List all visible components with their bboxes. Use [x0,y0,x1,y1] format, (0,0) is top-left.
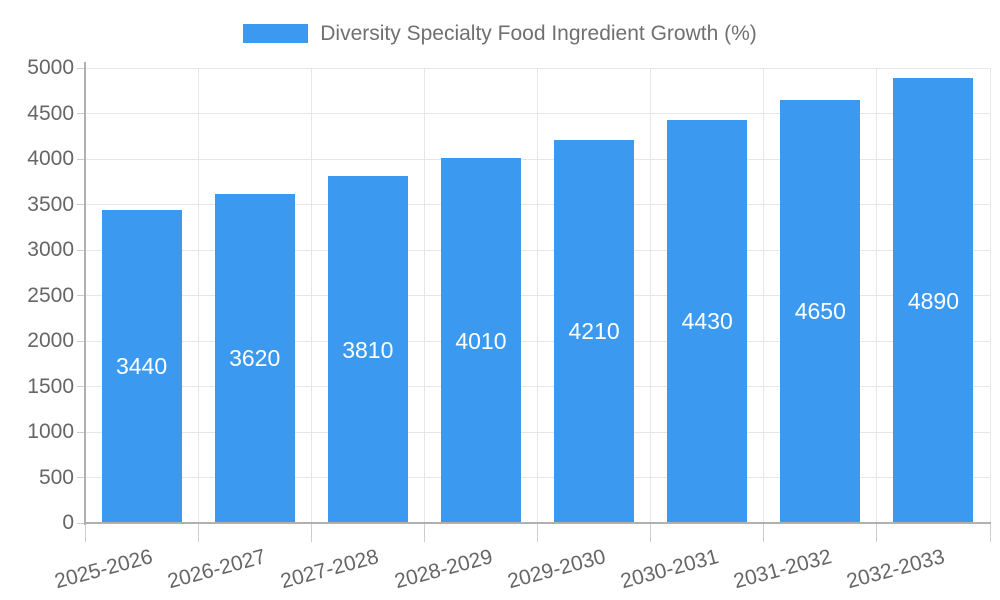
y-axis-tick [77,295,85,296]
gridline-vertical [763,68,765,523]
gridline-vertical [989,68,991,523]
bar [440,158,521,523]
y-axis-tick-label: 3500 [27,192,74,216]
y-axis-tick-label: 1000 [27,420,74,443]
y-axis-tick [77,113,85,114]
y-axis-tick [77,67,85,69]
legend-label: Diversity Specialty Food Ingredient Grow… [320,22,757,45]
y-axis-tick [77,477,85,478]
x-axis-tick [197,523,199,542]
y-axis-tick [77,249,85,251]
gridline-vertical [423,68,425,523]
x-axis-tick [650,523,652,542]
bar-value-label: 4010 [455,327,507,354]
y-axis-tick-label: 4500 [27,101,74,125]
y-axis-tick [77,431,85,433]
x-axis-tick [989,523,991,542]
bar-value-label: 3620 [229,345,281,372]
y-axis-tick [77,386,85,387]
y-axis-tick-label: 500 [38,465,74,489]
y-axis-tick [77,340,85,342]
y-axis-tick-label: 2500 [27,283,74,307]
bar [667,119,748,523]
y-axis-tick [77,522,85,524]
bar [327,176,408,523]
x-axis-tick-label: 2026-2027 [165,545,269,594]
gridline-vertical [537,68,538,523]
y-axis-line [84,62,86,525]
bar [780,99,861,523]
x-axis-tick [763,523,765,542]
x-axis-tick-label: 2027-2028 [278,545,382,594]
x-axis-tick-label: 2030-2031 [617,545,721,594]
gridline-vertical [310,68,312,523]
y-axis-tick-label: 4000 [27,147,74,170]
bar-value-label: 4430 [681,308,733,335]
chart-legend: Diversity Specialty Food Ingredient Grow… [0,22,1000,45]
x-axis-tick [876,523,878,542]
bar-value-label: 3440 [115,353,168,380]
y-axis-tick [77,204,85,205]
x-axis-tick-label: 2028-2029 [391,545,495,594]
bar [101,209,182,523]
x-axis-tick [537,523,538,542]
x-axis-tick [84,523,86,542]
x-axis-tick-label: 2029-2030 [504,545,608,594]
bar [893,78,974,523]
y-axis-tick-label: 1500 [27,374,74,398]
legend-swatch-icon [243,24,309,43]
x-axis-tick [310,523,312,542]
bar [214,193,295,523]
x-axis-tick [423,523,425,542]
y-axis-tick-label: 2000 [27,329,74,352]
y-axis-tick-label: 5000 [27,56,74,79]
bar-value-label: 4650 [794,298,846,325]
gridline-vertical [876,68,878,523]
x-axis-tick-label: 2032-2033 [844,545,948,594]
x-axis-tick-label: 2031-2032 [731,545,835,594]
bar [554,139,635,523]
x-axis-line [84,522,991,524]
bar-value-label: 3810 [342,336,394,363]
y-axis-tick-label: 0 [62,511,74,534]
gridline-vertical [650,68,652,523]
x-axis-tick-label: 2025-2026 [52,545,156,594]
gridline-vertical [197,68,199,523]
y-axis-tick-label: 3000 [27,238,74,261]
bar-value-label: 4210 [568,318,620,345]
bar-value-label: 4890 [907,287,960,314]
y-axis-tick [77,158,85,160]
